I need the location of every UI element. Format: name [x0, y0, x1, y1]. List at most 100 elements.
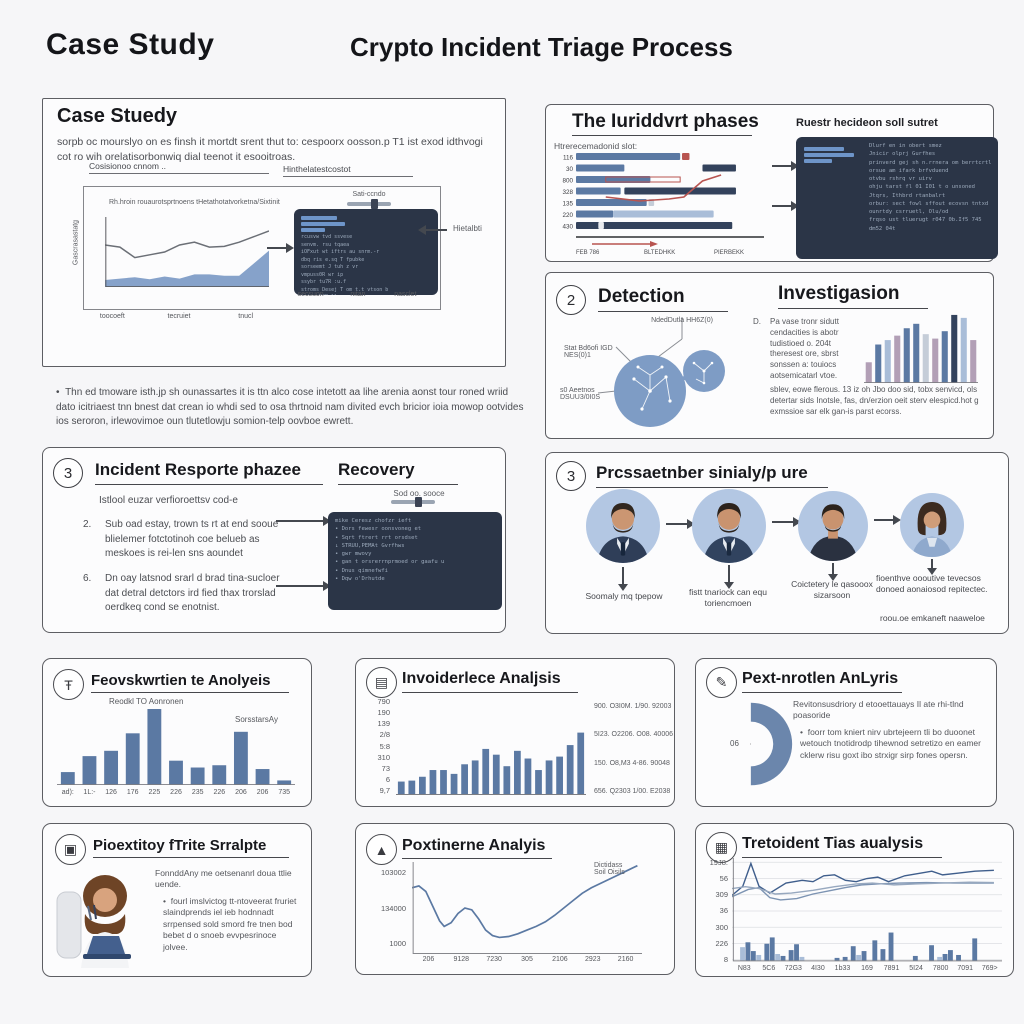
bar — [788, 950, 794, 961]
x-tick-label: 169 — [861, 965, 873, 972]
title-underline — [402, 858, 552, 859]
bar — [190, 767, 205, 785]
list-item-text: Sub oad estay, trown ts rt at end sooue … — [105, 519, 279, 559]
gantt-bar — [576, 199, 647, 206]
gantt-bar-outline — [605, 176, 681, 183]
triangle-icon: ▲ — [366, 834, 397, 865]
recovery-line: • Dors fewesr oonsvoneg et — [335, 526, 422, 533]
forensic-bar-chart — [57, 709, 295, 785]
terminal-label: nitan — [350, 291, 366, 298]
gantt-axis-label: BLTEDHKK — [644, 250, 675, 256]
bar — [856, 954, 862, 961]
half-donut-slice — [750, 702, 793, 786]
panel-title: The Iuriddvrt phases — [572, 111, 759, 132]
bar — [932, 338, 939, 383]
code-line: Dlurf en in obert smez — [869, 143, 942, 149]
panel-title: Pioextitoy fTrite Srralpte — [93, 837, 267, 854]
bar — [82, 756, 97, 785]
code-line: ohju tarst fl 01 I01 t o unsoned — [869, 184, 975, 191]
panel-triage-analysis: ▦ Tretoident Tias aualysis 19J8. 56 309 36 3… — [695, 823, 1014, 977]
detection-title: Detection — [598, 286, 685, 307]
square-icon: ▣ — [55, 834, 86, 865]
list-marker: D. — [753, 317, 761, 326]
gantt-chart: 116 30 800 328 135 220 430 FEB 786 BLTEDHKK PIERB… — [552, 151, 770, 257]
chart-svg — [57, 709, 295, 785]
chart-svg — [412, 862, 642, 954]
x-tick-label: 225 — [148, 789, 161, 796]
chart-svg — [732, 858, 1002, 964]
bar — [884, 340, 891, 383]
x-tick-label: 305 — [521, 956, 533, 963]
network-label-left: Stat Bd6ofi IGD NES(0)1 — [564, 345, 613, 359]
title-underline — [596, 487, 828, 488]
gantt-row-label: 116 — [563, 154, 574, 161]
pencil-icon: ✎ — [706, 667, 737, 698]
x-tick-label: N83 — [737, 965, 751, 972]
avatar-responder-1 — [586, 489, 660, 563]
title-underline — [572, 135, 752, 136]
bar — [104, 750, 119, 785]
y-tick-label: 190 — [377, 708, 390, 718]
chart-svg — [105, 217, 269, 287]
flow-arrow — [276, 581, 331, 591]
recovery-line: mike Ceresz chofzr ieft — [335, 518, 412, 524]
gantt-critical-path — [605, 174, 722, 202]
panel-body-text: sorpb oc mourslyo on es finsh it mortdt … — [57, 136, 483, 164]
line-series — [105, 231, 269, 258]
gantt-row-label: 135 — [562, 200, 573, 207]
y-tick-label: 9,7 — [379, 786, 390, 795]
code-box-heading: Ruestr hecideon soll sutret — [796, 117, 938, 129]
bar — [972, 938, 978, 961]
flow-arrow — [772, 517, 801, 527]
data-readout-row: 5I23. O2206. O08. 40006 — [594, 731, 674, 739]
gantt-row-label: 220 — [562, 212, 573, 219]
bar — [941, 331, 948, 383]
y-tick-label: 139 — [377, 719, 390, 729]
bar — [948, 950, 953, 961]
x-tick-label: tecruiet — [167, 313, 191, 320]
avatar-caption-4: fioenthve oooutive tevecsos donoed aonai… — [876, 573, 988, 595]
bar — [888, 932, 894, 961]
diagram-label-left: Cosisionoo cnnom .. — [89, 161, 269, 174]
line-series — [732, 863, 994, 895]
terminal-code-line: dbq ris e.sq T fpubke — [301, 256, 365, 263]
avatar-responder-4 — [900, 493, 964, 557]
terminal-code-line: tvjqssR2R llr ,r — [301, 294, 431, 295]
bar — [169, 760, 183, 785]
title-underline — [778, 308, 928, 309]
gantt-bar — [576, 210, 614, 218]
panel-detection-investigation: 2 Detection NdedDutla HH6Z(0) St — [545, 272, 994, 439]
x-tick-label: 206 — [422, 956, 435, 963]
bar — [951, 314, 958, 383]
note-bullet: Thn ed tmoware isth.jp sh ounassartes it… — [56, 386, 530, 430]
page-title-main: Crypto Incident Triage Process — [350, 32, 733, 62]
bar — [740, 947, 745, 961]
terminal-code-line: vmpuss0R wr ip — [301, 271, 344, 278]
gantt-bar — [576, 222, 733, 229]
flow-arrow — [276, 516, 331, 526]
avatar-caption-4b: roou.oe emkaneft naaweloe — [880, 613, 985, 623]
gantt-red-arrowhead — [650, 241, 658, 247]
priority-paragraph: FonnddAny me oetsenanrl doua ttlie uende… — [155, 868, 292, 890]
code-highlight-bar — [804, 153, 854, 157]
flow-arrow — [772, 201, 799, 211]
investigation-title: Investigasion — [778, 283, 900, 304]
list-item-text: Dn oay latsnod srarl d brad tina-sucloer… — [105, 573, 280, 613]
x-tick-label: toocoeft — [99, 313, 125, 320]
bar — [970, 340, 977, 383]
panel-incident-response: 3 Incident Resporte phazee Recovery Istl… — [42, 447, 506, 633]
code-line: orsue am ifark brfvduend — [869, 167, 949, 174]
x-tick-label: 4I30 — [811, 965, 825, 972]
chart-svg — [396, 732, 586, 795]
down-arrow — [828, 563, 838, 581]
y-tick-label: 6 — [385, 774, 390, 784]
bar — [780, 955, 786, 961]
x-tick-label: 7800 — [932, 965, 949, 972]
recovery-line: ↓ STRUU,PEMAt Gvrfhws — [335, 542, 405, 549]
bar — [750, 951, 756, 961]
gantt-bar — [576, 176, 651, 183]
recovery-line: • Dnus qimnefwfi — [335, 567, 388, 574]
postmortem-bullet: foorr tom kniert nirv ubrtejeern tli bo … — [800, 727, 984, 761]
x-tick-label: 72G3 — [784, 965, 802, 972]
mini-slider — [347, 199, 391, 209]
